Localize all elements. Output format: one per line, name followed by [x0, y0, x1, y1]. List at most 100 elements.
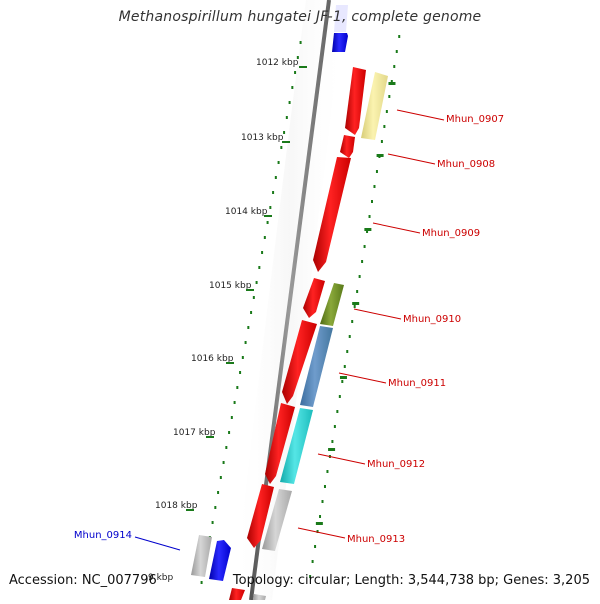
gene-label-mhun-0912[interactable]: Mhun_0912	[367, 459, 425, 470]
gene-arrow-mhun-0907[interactable]	[345, 67, 366, 135]
tick-mark	[296, 56, 299, 59]
scale-label: 1014 kbp	[225, 207, 268, 217]
gene-labels: Mhun_0907 Mhun_0908 Mhun_0909 Mhun_0910 Mhun…	[74, 109, 504, 551]
tick-mark	[299, 41, 302, 44]
gene-leader-line	[338, 372, 387, 384]
tick-mark	[388, 95, 391, 98]
gene-arrow[interactable]	[332, 5, 348, 52]
tick-mark	[225, 446, 228, 449]
tick-mark	[373, 185, 376, 188]
tick-mark	[277, 161, 280, 164]
tick-mark	[228, 431, 231, 434]
tick-mark	[398, 35, 401, 38]
tick-mark	[211, 521, 214, 524]
tick-mark	[331, 440, 334, 443]
tick-mark	[333, 425, 336, 428]
gene-arrow-mhun-0913[interactable]	[247, 484, 274, 548]
tick-mark	[239, 371, 242, 374]
scale-tick	[299, 66, 307, 68]
gene-arrow-mhun-0910[interactable]	[303, 278, 325, 318]
scale-label: 1013 kbp	[241, 133, 284, 143]
gene-leader-line	[297, 527, 346, 539]
gene-label-mhun-0910[interactable]: Mhun_0910	[403, 314, 461, 325]
tick-mark	[236, 386, 239, 389]
tick-mark	[258, 266, 261, 269]
feature-block-khaki[interactable]	[361, 72, 388, 140]
major-tick-mark	[376, 154, 384, 157]
tick-mark	[261, 251, 264, 254]
gene-label-mhun-0907[interactable]: Mhun_0907	[446, 114, 504, 125]
gene-arrow-mhun-0908[interactable]	[340, 135, 355, 158]
tick-mark	[250, 311, 253, 314]
major-tick-mark	[364, 228, 372, 231]
tick-mark	[217, 491, 220, 494]
gene-label-mhun-0913[interactable]: Mhun_0913	[347, 534, 405, 545]
tick-mark	[351, 320, 354, 323]
tick-mark	[272, 191, 275, 194]
inner-tick-ring	[200, 41, 302, 584]
feature-block-steelblue[interactable]	[300, 326, 333, 407]
scale-labels: 1012 kbp 1013 kbp 1014 kbp 1015 kbp 1016 kbp…	[148, 58, 307, 583]
feature-block-gray[interactable]	[253, 594, 266, 600]
tick-mark	[266, 221, 269, 224]
gene-leader-line	[317, 453, 366, 465]
tick-mark	[263, 236, 266, 239]
major-tick-mark	[328, 448, 336, 451]
scale-tick	[226, 362, 234, 364]
gene-label-mhun-0911[interactable]: Mhun_0911	[388, 378, 446, 389]
tick-mark	[346, 350, 349, 353]
outer-tick-ring	[309, 35, 401, 578]
tick-mark	[385, 110, 388, 113]
tick-mark	[390, 80, 393, 83]
scale-label: 1017 kbp	[173, 428, 216, 438]
gene-arrow-mhun-0914[interactable]	[209, 540, 231, 581]
tick-mark	[316, 530, 319, 533]
gene-arrow[interactable]	[229, 588, 245, 600]
tick-mark	[309, 575, 312, 578]
gene-arrow-mhun-0912[interactable]	[265, 403, 295, 484]
feature-block-cyan[interactable]	[280, 408, 313, 484]
tick-mark	[252, 296, 255, 299]
tick-mark	[274, 176, 277, 179]
tick-mark	[283, 131, 286, 134]
scale-label: 9 kbp	[148, 573, 174, 583]
scale-tick	[282, 141, 290, 143]
tick-mark	[285, 116, 288, 119]
tick-mark	[230, 416, 233, 419]
gene-arrow-mhun-0909[interactable]	[313, 157, 351, 272]
gene-label-mhun-0909[interactable]: Mhun_0909	[422, 228, 480, 239]
gene-leader-line	[134, 536, 181, 551]
tick-mark	[222, 461, 225, 464]
tick-mark	[393, 65, 396, 68]
tick-mark	[348, 335, 351, 338]
tick-mark	[356, 290, 359, 293]
feature-blocks	[191, 72, 388, 600]
major-tick-mark	[315, 522, 323, 525]
tick-mark	[363, 245, 366, 248]
reverse-strand-genes	[229, 5, 366, 600]
tick-mark	[219, 476, 222, 479]
tick-mark	[338, 395, 341, 398]
tick-mark	[343, 365, 346, 368]
major-tick-mark	[352, 302, 360, 305]
scale-label: 1016 kbp	[191, 354, 234, 364]
gene-arrow-mhun-0911[interactable]	[282, 320, 317, 404]
scale-tick	[246, 289, 254, 291]
tick-mark	[383, 125, 386, 128]
feature-block-gray[interactable]	[191, 535, 212, 577]
feature-block-gray[interactable]	[262, 489, 292, 551]
tick-mark	[294, 71, 297, 74]
tick-mark	[395, 50, 398, 53]
tick-mark	[247, 326, 250, 329]
gene-label-mhun-0914[interactable]: Mhun_0914	[74, 530, 132, 541]
tick-mark	[321, 500, 324, 503]
gene-label-mhun-0908[interactable]: Mhun_0908	[437, 159, 495, 170]
tick-mark	[314, 545, 317, 548]
tick-mark	[214, 506, 217, 509]
feature-block-olive[interactable]	[320, 283, 344, 326]
tick-mark	[280, 146, 283, 149]
tick-mark	[358, 275, 361, 278]
tick-mark	[368, 215, 371, 218]
